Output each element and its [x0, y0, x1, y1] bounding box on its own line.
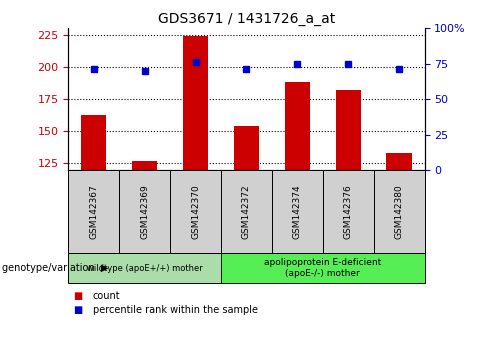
Text: ■: ■ [73, 305, 82, 315]
Bar [132, 161, 157, 170]
Bar [336, 90, 361, 170]
Text: GSM142374: GSM142374 [293, 184, 302, 239]
Text: GSM142372: GSM142372 [242, 184, 251, 239]
Text: GSM142370: GSM142370 [191, 184, 200, 239]
Text: ■: ■ [73, 291, 82, 301]
Text: GSM142367: GSM142367 [89, 184, 98, 239]
Bar [285, 82, 310, 170]
Text: wildtype (apoE+/+) mother: wildtype (apoE+/+) mother [87, 264, 203, 273]
Text: GSM142376: GSM142376 [344, 184, 353, 239]
Title: GDS3671 / 1431726_a_at: GDS3671 / 1431726_a_at [158, 12, 335, 26]
Bar [386, 153, 412, 170]
Bar [81, 115, 106, 170]
Text: genotype/variation  ▶: genotype/variation ▶ [2, 263, 109, 273]
Text: percentile rank within the sample: percentile rank within the sample [93, 305, 258, 315]
Bar [234, 126, 259, 170]
Bar [183, 36, 208, 170]
Text: GSM142380: GSM142380 [395, 184, 404, 239]
Text: apolipoprotein E-deficient
(apoE-/-) mother: apolipoprotein E-deficient (apoE-/-) mot… [264, 258, 382, 278]
Text: count: count [93, 291, 121, 301]
Text: GSM142369: GSM142369 [140, 184, 149, 239]
